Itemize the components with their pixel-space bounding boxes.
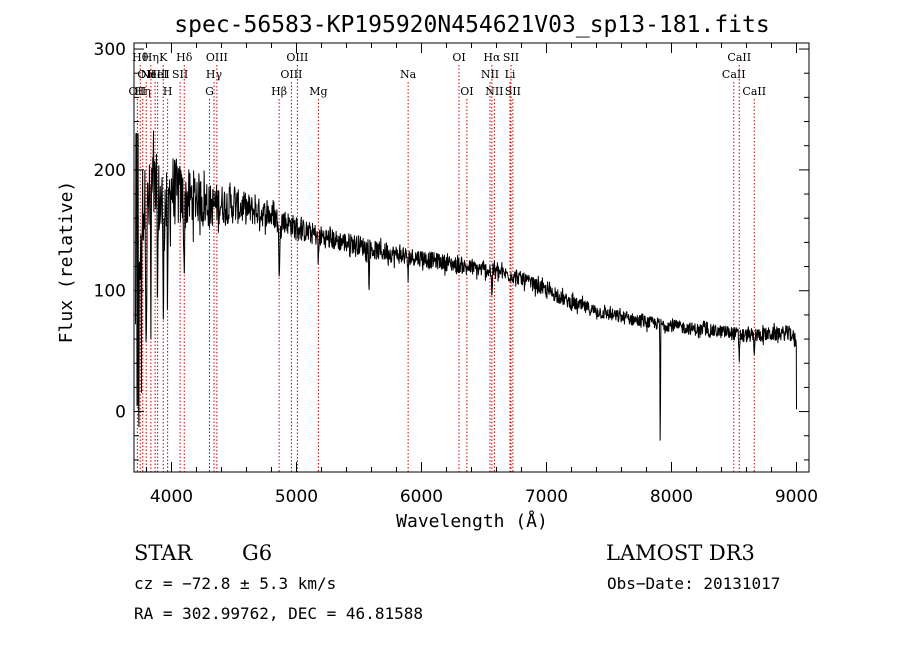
x-tick-label: 8000 bbox=[650, 487, 693, 507]
marker-label: OI bbox=[460, 85, 473, 98]
marker-label: OII bbox=[129, 85, 147, 98]
marker-label: OIII bbox=[206, 51, 228, 64]
marker-label: CaII bbox=[727, 51, 751, 64]
marker-label: Hγ bbox=[206, 68, 223, 81]
coordinates: RA = 302.99762, DEC = 46.81588 bbox=[134, 604, 423, 623]
marker-label: HeI bbox=[147, 68, 167, 81]
marker-label: OIII bbox=[286, 51, 308, 64]
marker-label: K bbox=[159, 51, 168, 64]
marker-label: NII bbox=[485, 85, 503, 98]
marker-label: G bbox=[205, 85, 214, 98]
chart-title: spec-56583-KP195920N454621V03_sp13-181.f… bbox=[174, 12, 769, 38]
x-tick-label: 7000 bbox=[525, 487, 568, 507]
observation-date: Obs−Date: 20131017 bbox=[607, 574, 780, 593]
axis-ticks: 4000 5000 6000 7000 8000 9000 0 100 200 300 bbox=[94, 40, 819, 507]
x-tick-label: 6000 bbox=[400, 487, 443, 507]
x-axis-label: Wavelength (Å) bbox=[396, 510, 548, 532]
marker-label: OII bbox=[137, 68, 155, 81]
marker-label: NII bbox=[481, 68, 499, 81]
marker-label: Hη bbox=[135, 85, 151, 98]
y-tick-label: 300 bbox=[94, 40, 126, 60]
marker-label: Hθ bbox=[132, 51, 149, 64]
marker-label: Na bbox=[400, 68, 417, 81]
marker-label: SII bbox=[503, 51, 519, 64]
plot-frame bbox=[133, 42, 810, 473]
x-tick-label: 5000 bbox=[275, 487, 318, 507]
marker-label: Hη bbox=[143, 51, 159, 64]
marker-label: OI bbox=[452, 51, 465, 64]
marker-label: Hα bbox=[483, 51, 501, 64]
redshift-cz: cz = −72.8 ± 5.3 km/s bbox=[134, 574, 336, 593]
object-class: STAR bbox=[134, 541, 193, 565]
marker-label: Mg bbox=[309, 85, 327, 98]
marker-label: Li bbox=[505, 68, 516, 81]
y-tick-label: 200 bbox=[94, 161, 126, 181]
x-tick-label: 9000 bbox=[775, 487, 818, 507]
marker-label: OIII bbox=[280, 68, 302, 81]
x-tick-label: 4000 bbox=[150, 487, 193, 507]
marker-label: H bbox=[163, 85, 173, 98]
marker-label: SII bbox=[505, 85, 521, 98]
marker-label: NeIII bbox=[141, 68, 170, 81]
marker-label: Hβ bbox=[271, 85, 287, 98]
marker-label: SII bbox=[172, 68, 188, 81]
y-axis-label: Flux (relative) bbox=[56, 181, 77, 344]
marker-label: CaII bbox=[742, 85, 766, 98]
spectrum-line bbox=[135, 130, 797, 441]
marker-label: CaII bbox=[722, 68, 746, 81]
survey-name: LAMOST DR3 bbox=[606, 541, 755, 565]
object-subclass: G6 bbox=[242, 541, 272, 565]
marker-label: Hδ bbox=[176, 51, 193, 64]
y-tick-label: 0 bbox=[115, 403, 126, 423]
y-tick-label: 100 bbox=[94, 282, 126, 302]
